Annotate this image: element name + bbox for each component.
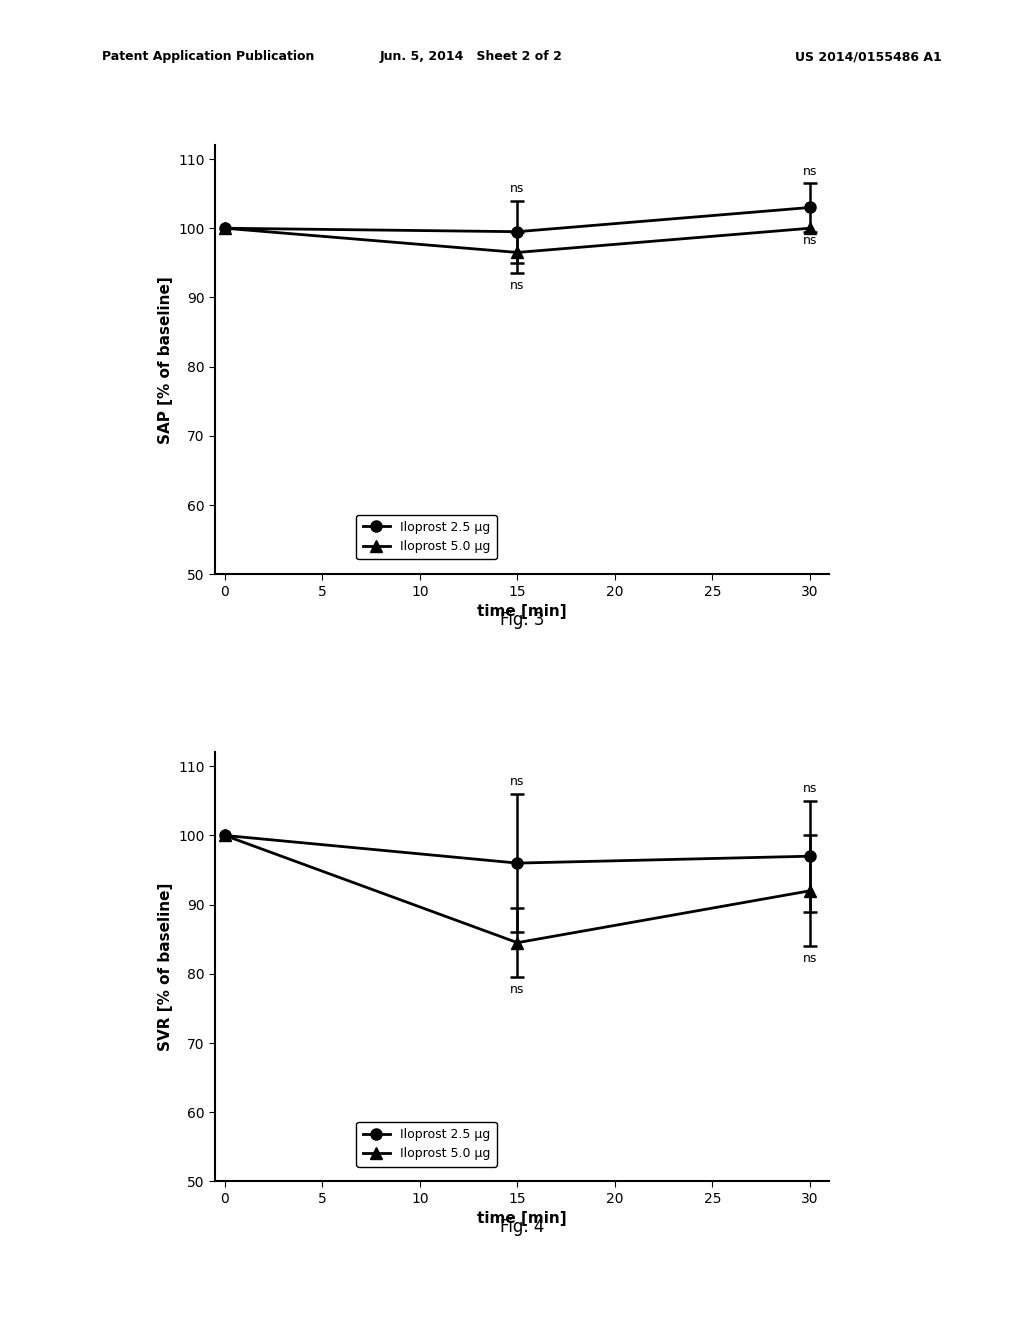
Iloprost 2.5 μg (804, 199, 816, 215)
Text: Fig. 3: Fig. 3 (500, 611, 545, 630)
Iloprost 5.0 μg (804, 883, 816, 899)
Iloprost 2.5 μg (219, 220, 231, 236)
Legend: Iloprost 2.5 μg, Iloprost 5.0 μg: Iloprost 2.5 μg, Iloprost 5.0 μg (356, 515, 497, 560)
Text: ns: ns (510, 279, 524, 292)
X-axis label: time [min]: time [min] (477, 1212, 567, 1226)
Iloprost 5.0 μg (219, 220, 231, 236)
Text: ns: ns (803, 234, 817, 247)
Text: ns: ns (803, 165, 817, 178)
X-axis label: time [min]: time [min] (477, 605, 567, 619)
Line: Iloprost 2.5 μg: Iloprost 2.5 μg (219, 830, 815, 869)
Line: Iloprost 5.0 μg: Iloprost 5.0 μg (219, 830, 815, 948)
Text: Fig. 4: Fig. 4 (500, 1218, 545, 1237)
Text: ns: ns (510, 983, 524, 995)
Iloprost 2.5 μg (804, 849, 816, 865)
Legend: Iloprost 2.5 μg, Iloprost 5.0 μg: Iloprost 2.5 μg, Iloprost 5.0 μg (356, 1122, 497, 1167)
Iloprost 5.0 μg (804, 220, 816, 236)
Text: ns: ns (510, 775, 524, 788)
Text: Patent Application Publication: Patent Application Publication (102, 50, 314, 63)
Text: ns: ns (803, 783, 817, 795)
Text: US 2014/0155486 A1: US 2014/0155486 A1 (796, 50, 942, 63)
Iloprost 5.0 μg (219, 828, 231, 843)
Iloprost 2.5 μg (511, 855, 523, 871)
Iloprost 5.0 μg (511, 935, 523, 950)
Line: Iloprost 2.5 μg: Iloprost 2.5 μg (219, 202, 815, 238)
Text: Jun. 5, 2014   Sheet 2 of 2: Jun. 5, 2014 Sheet 2 of 2 (380, 50, 562, 63)
Iloprost 5.0 μg (511, 244, 523, 260)
Iloprost 2.5 μg (511, 224, 523, 240)
Y-axis label: SVR [% of baseline]: SVR [% of baseline] (158, 883, 173, 1051)
Iloprost 2.5 μg (219, 828, 231, 843)
Line: Iloprost 5.0 μg: Iloprost 5.0 μg (219, 223, 815, 257)
Text: ns: ns (510, 182, 524, 195)
Text: ns: ns (803, 952, 817, 965)
Y-axis label: SAP [% of baseline]: SAP [% of baseline] (158, 276, 173, 444)
